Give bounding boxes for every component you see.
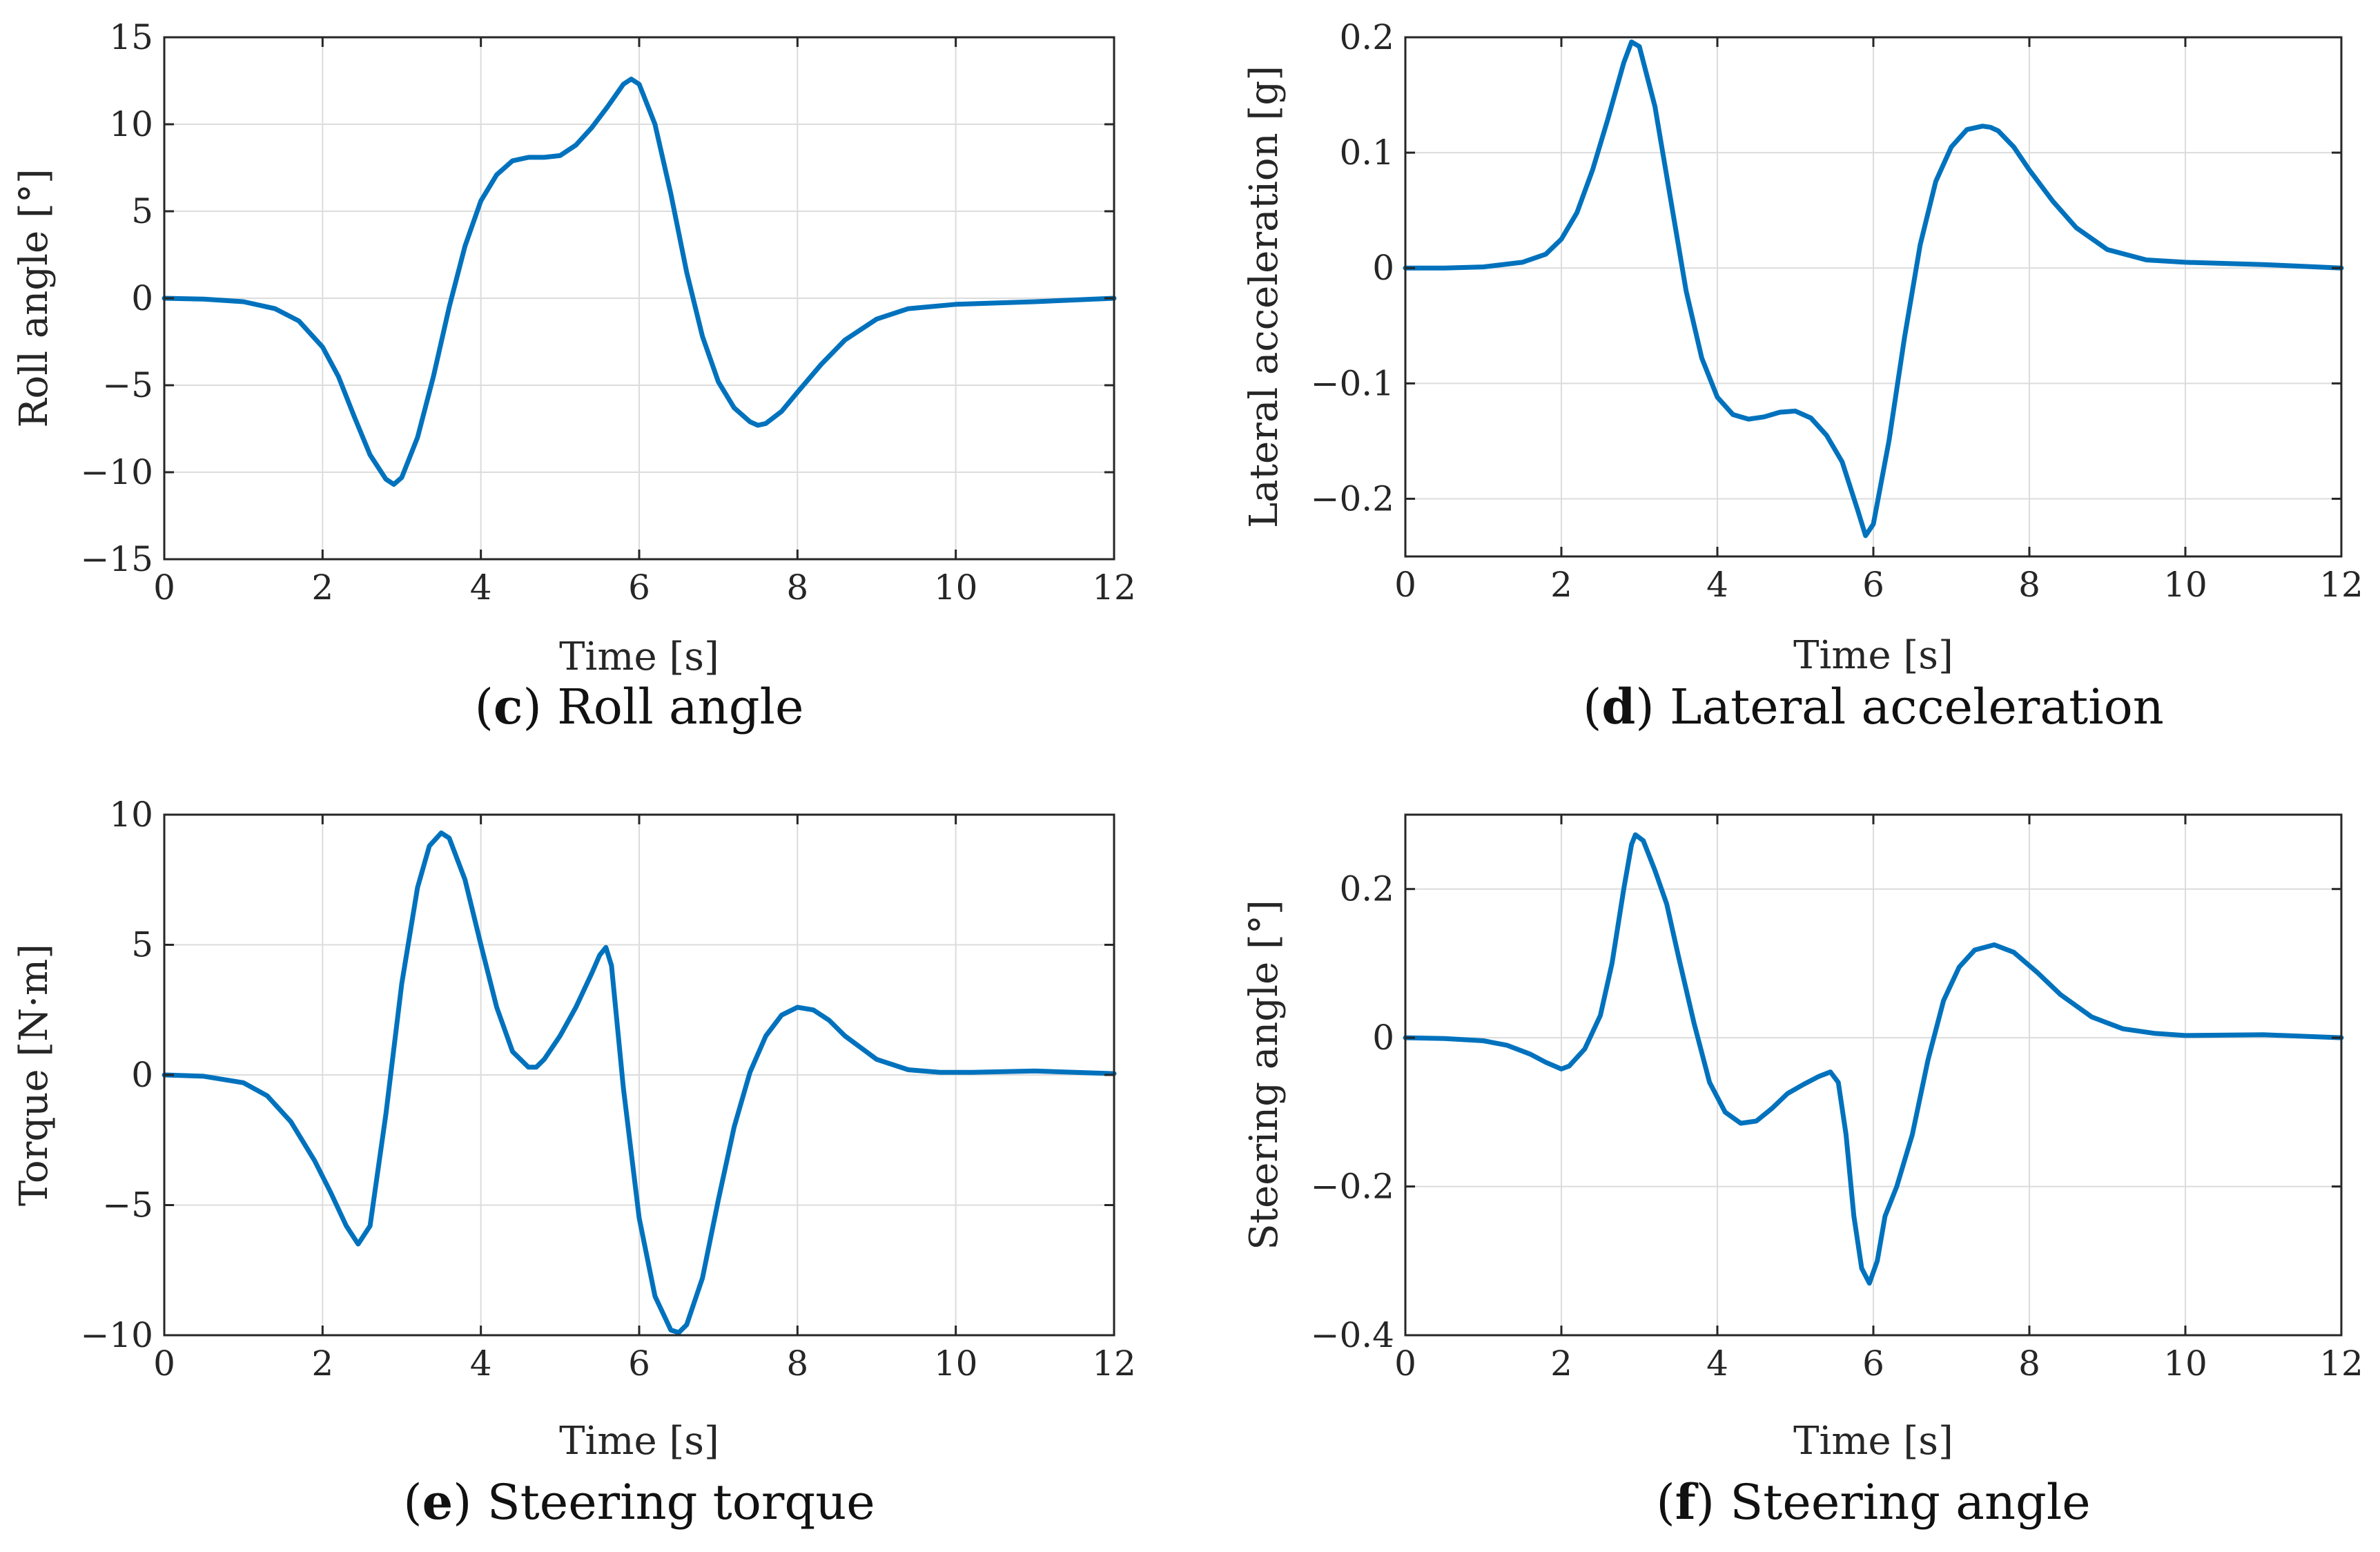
caption-text: Roll angle bbox=[557, 679, 803, 735]
x-tick-label: 0 bbox=[153, 1344, 175, 1384]
caption-text: Steering angle bbox=[1730, 1474, 2090, 1531]
panel-caption: (f) Steering angle bbox=[1656, 1473, 2090, 1531]
caption-open-paren: ( bbox=[1656, 1474, 1675, 1531]
grid bbox=[164, 37, 1114, 559]
x-tick-label: 4 bbox=[1706, 1344, 1728, 1384]
y-tick-label: −5 bbox=[102, 365, 153, 405]
x-axis-label: Time [s] bbox=[559, 634, 719, 679]
y-tick-label: 0 bbox=[131, 1055, 153, 1095]
x-tick-labels: 0 2 4 6 8 10 12 bbox=[1394, 565, 2363, 605]
x-tick-label: 10 bbox=[934, 1344, 978, 1384]
caption-open-paren: ( bbox=[403, 1474, 422, 1531]
y-axis-label: Torque [N·m] bbox=[12, 944, 57, 1206]
x-axis-label: Time [s] bbox=[1793, 633, 1953, 678]
x-axis-label: Time [s] bbox=[559, 1419, 719, 1464]
panel-caption: (e) Steering torque bbox=[403, 1473, 875, 1531]
x-tick-label: 6 bbox=[628, 568, 650, 608]
caption-text: Steering torque bbox=[487, 1474, 875, 1531]
caption-close-paren: ) bbox=[1696, 1474, 1730, 1531]
grid bbox=[1405, 815, 2341, 1335]
y-tick-label: −5 bbox=[102, 1185, 153, 1225]
x-tick-label: 10 bbox=[934, 568, 978, 608]
x-tick-label: 8 bbox=[2018, 565, 2040, 605]
caption-open-paren: ( bbox=[1583, 679, 1601, 735]
chart-panel-e: 0 2 4 6 8 10 12 −10 −5 0 5 10 Time [s] Torque [N·m] (e… bbox=[12, 795, 1136, 1531]
caption-letter: c bbox=[494, 678, 523, 735]
y-axis-label: Roll angle [°] bbox=[12, 168, 57, 427]
y-tick-label: −0.4 bbox=[1311, 1315, 1394, 1355]
x-tick-label: 2 bbox=[1550, 1344, 1572, 1384]
y-tick-label: 15 bbox=[109, 17, 153, 57]
panel-caption: (c) Roll angle bbox=[475, 678, 804, 735]
y-axis-label: Lateral acceleration [g] bbox=[1242, 66, 1287, 528]
y-tick-label: −10 bbox=[80, 1315, 153, 1355]
x-tick-labels: 0 2 4 6 8 10 12 bbox=[1394, 1344, 2363, 1384]
caption-letter: f bbox=[1675, 1473, 1699, 1531]
x-tick-label: 6 bbox=[628, 1344, 650, 1384]
x-tick-label: 0 bbox=[1394, 565, 1416, 605]
x-tick-label: 4 bbox=[470, 568, 492, 608]
chart-panel-f: 0 2 4 6 8 10 12 −0.4 −0.2 0 0.2 Time [s] Steering an… bbox=[1242, 813, 2363, 1531]
y-axis-label: Steering angle [°] bbox=[1242, 900, 1287, 1250]
grid bbox=[164, 815, 1114, 1335]
y-tick-label: 0.2 bbox=[1339, 869, 1394, 909]
y-tick-labels: −0.2 −0.1 0 0.1 0.2 bbox=[1311, 17, 1394, 518]
caption-letter: d bbox=[1601, 678, 1635, 735]
y-tick-label: 5 bbox=[131, 925, 153, 965]
x-tick-label: 2 bbox=[311, 568, 333, 608]
x-tick-label: 2 bbox=[1550, 565, 1572, 605]
x-tick-label: 10 bbox=[2163, 1344, 2207, 1384]
y-tick-labels: −10 −5 0 5 10 bbox=[80, 795, 153, 1355]
y-tick-label: 0.1 bbox=[1339, 133, 1394, 173]
y-tick-label: 0 bbox=[1372, 1018, 1394, 1058]
y-tick-label: 10 bbox=[109, 795, 153, 835]
x-tick-label: 12 bbox=[1092, 1344, 1136, 1384]
x-tick-label: 6 bbox=[1862, 565, 1884, 605]
caption-close-paren: ) bbox=[523, 679, 558, 735]
caption-close-paren: ) bbox=[1635, 679, 1670, 735]
data-line bbox=[162, 77, 1117, 487]
x-tick-label: 12 bbox=[2319, 1344, 2363, 1384]
x-axis-label: Time [s] bbox=[1793, 1419, 1953, 1464]
x-tick-label: 4 bbox=[470, 1344, 492, 1384]
y-tick-label: −0.2 bbox=[1311, 478, 1394, 518]
x-tick-labels: 0 2 4 6 8 10 12 bbox=[153, 1344, 1136, 1384]
x-tick-label: 12 bbox=[2319, 565, 2363, 605]
y-tick-label: 0 bbox=[1372, 248, 1394, 288]
x-tick-label: 6 bbox=[1862, 1344, 1884, 1384]
data-line bbox=[1403, 39, 2344, 539]
y-tick-labels: −0.4 −0.2 0 0.2 bbox=[1311, 869, 1394, 1355]
grid bbox=[1405, 37, 2341, 556]
caption-text: Lateral acceleration bbox=[1670, 679, 2164, 735]
y-tick-label: −0.2 bbox=[1311, 1167, 1394, 1207]
y-tick-label: 5 bbox=[131, 191, 153, 231]
y-tick-label: 0 bbox=[131, 278, 153, 318]
data-line bbox=[162, 830, 1117, 1335]
panel-caption: (d) Lateral acceleration bbox=[1583, 678, 2164, 735]
x-tick-label: 10 bbox=[2163, 565, 2207, 605]
y-tick-label: −10 bbox=[80, 452, 153, 492]
data-line bbox=[1403, 832, 2344, 1286]
y-tick-label: −0.1 bbox=[1311, 363, 1394, 403]
x-tick-label: 12 bbox=[1092, 568, 1136, 608]
y-tick-labels: −15 −10 −5 0 5 10 15 bbox=[80, 17, 153, 579]
caption-open-paren: ( bbox=[475, 679, 494, 735]
x-tick-label: 8 bbox=[2018, 1344, 2040, 1384]
x-tick-label: 0 bbox=[1394, 1344, 1416, 1384]
y-tick-label: −15 bbox=[80, 539, 153, 579]
y-tick-label: 0.2 bbox=[1339, 17, 1394, 57]
x-tick-label: 8 bbox=[786, 1344, 808, 1384]
x-tick-label: 2 bbox=[311, 1344, 333, 1384]
x-tick-label: 4 bbox=[1706, 565, 1728, 605]
x-tick-label: 0 bbox=[153, 568, 175, 608]
y-tick-label: 10 bbox=[109, 104, 153, 144]
caption-letter: e bbox=[422, 1473, 453, 1531]
x-tick-label: 8 bbox=[786, 568, 808, 608]
x-tick-labels: 0 2 4 6 8 10 12 bbox=[153, 568, 1136, 608]
caption-close-paren: ) bbox=[453, 1474, 487, 1531]
